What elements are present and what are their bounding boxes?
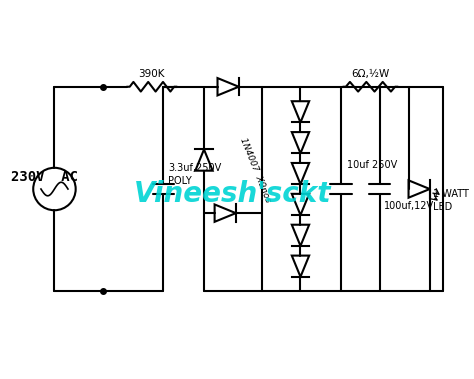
Text: 6Ω,½W: 6Ω,½W [351,69,390,79]
Text: 1 WATT
LED: 1 WATT LED [433,190,468,212]
Text: Vineesh'sckt: Vineesh'sckt [134,180,332,208]
Text: 230V  AC: 230V AC [11,171,78,185]
Text: 390K: 390K [139,69,165,79]
Text: 3.3uf,250V
POLY: 3.3uf,250V POLY [168,163,221,186]
Text: 1N4007  X9nos: 1N4007 X9nos [238,136,272,204]
Text: 10uf 250V: 10uf 250V [347,160,397,170]
Text: 100uf,12V: 100uf,12V [383,201,434,211]
